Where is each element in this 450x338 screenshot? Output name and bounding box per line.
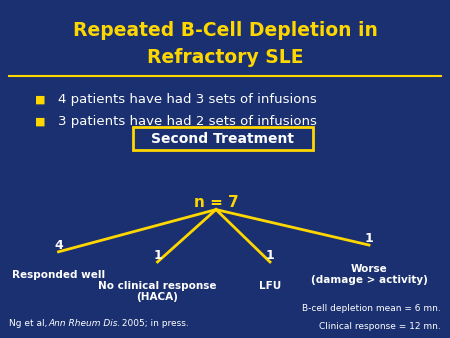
Text: ■: ■ bbox=[35, 117, 46, 127]
Text: ■: ■ bbox=[35, 95, 46, 105]
Text: Repeated B-Cell Depletion in: Repeated B-Cell Depletion in bbox=[72, 21, 378, 40]
Text: No clinical response
(HACA): No clinical response (HACA) bbox=[98, 281, 217, 302]
Text: Ann Rheum Dis.: Ann Rheum Dis. bbox=[48, 319, 121, 328]
Text: 1: 1 bbox=[266, 249, 274, 262]
Text: 4: 4 bbox=[54, 239, 63, 252]
Text: Refractory SLE: Refractory SLE bbox=[147, 48, 303, 67]
Text: n = 7: n = 7 bbox=[194, 195, 238, 210]
Text: Second Treatment: Second Treatment bbox=[151, 132, 294, 146]
Text: 3 patients have had 2 sets of infusions: 3 patients have had 2 sets of infusions bbox=[58, 115, 317, 128]
Text: 2005; in press.: 2005; in press. bbox=[119, 319, 189, 328]
Text: Clinical response = 12 mn.: Clinical response = 12 mn. bbox=[319, 322, 441, 331]
Text: 4 patients have had 3 sets of infusions: 4 patients have had 3 sets of infusions bbox=[58, 93, 317, 106]
Text: 1: 1 bbox=[153, 249, 162, 262]
Text: LFU: LFU bbox=[259, 281, 281, 291]
Text: Ng et al,: Ng et al, bbox=[9, 319, 50, 328]
Text: B-cell depletion mean = 6 mn.: B-cell depletion mean = 6 mn. bbox=[302, 304, 441, 313]
Text: Worse
(damage > activity): Worse (damage > activity) bbox=[310, 264, 428, 285]
FancyBboxPatch shape bbox=[133, 127, 313, 150]
Text: 1: 1 bbox=[364, 232, 373, 245]
Text: Responded well: Responded well bbox=[12, 270, 105, 281]
